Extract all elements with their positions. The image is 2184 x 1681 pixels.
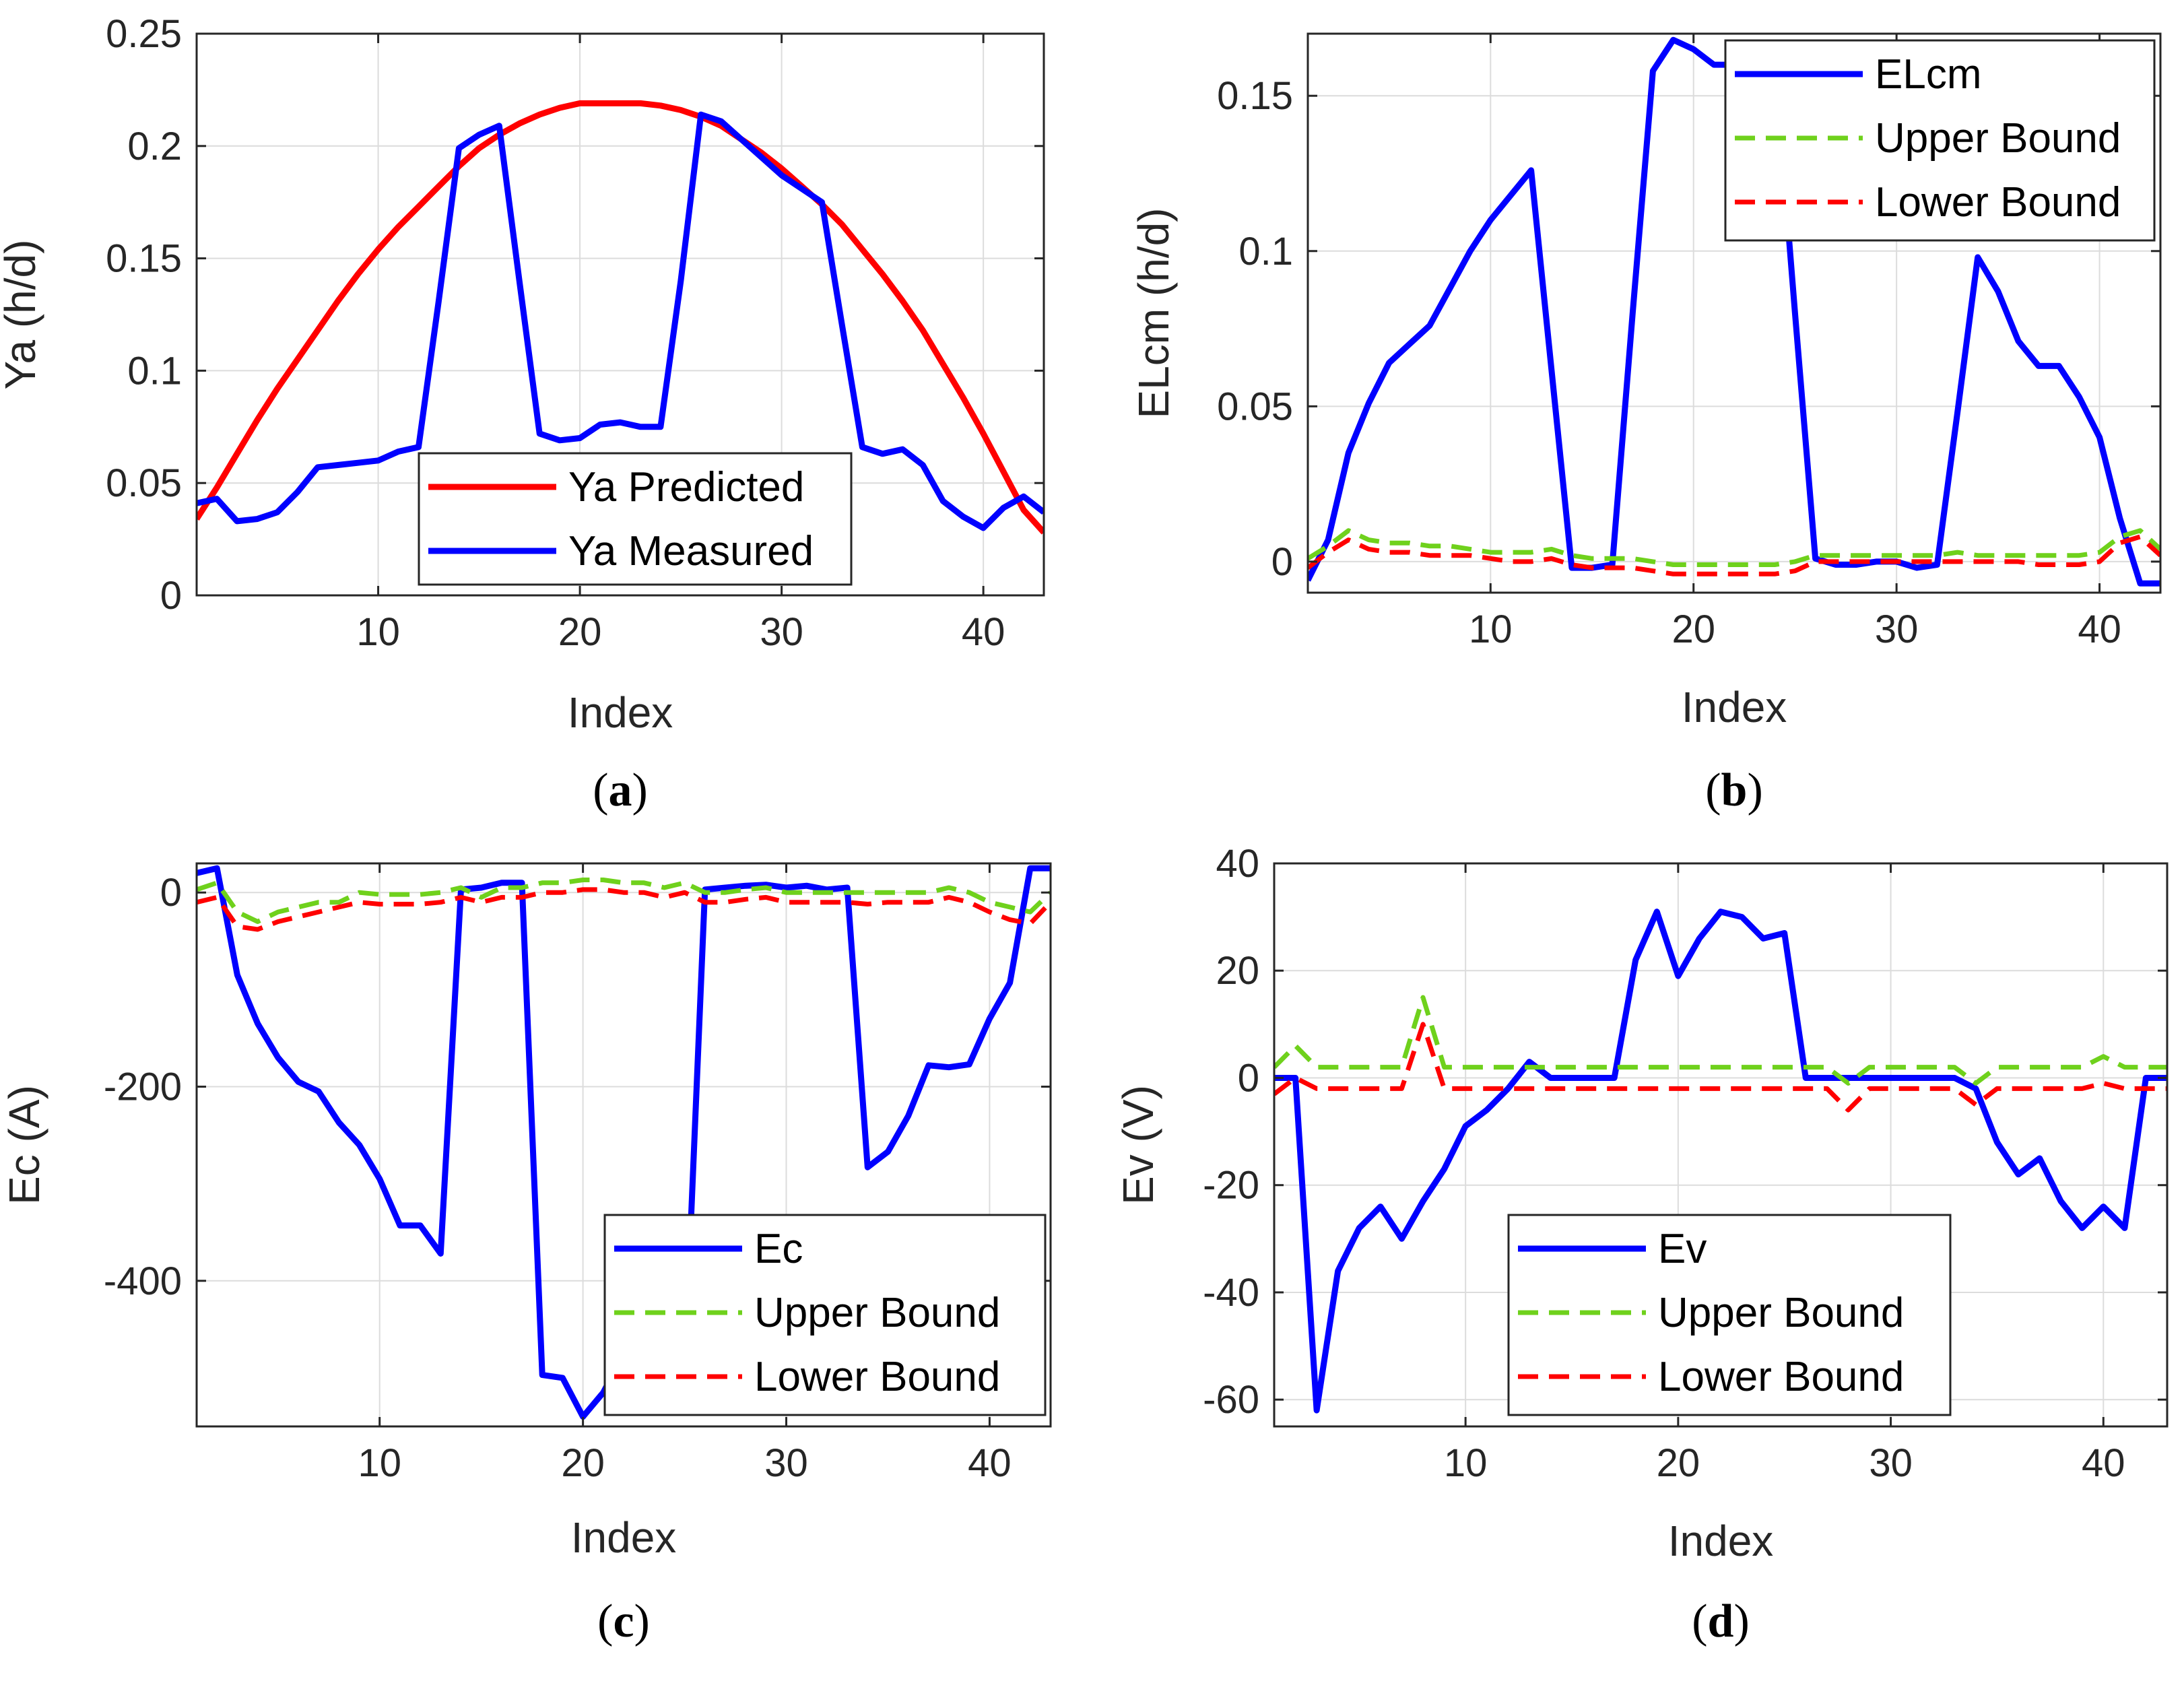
y-tick-label: 0.05 <box>106 461 182 505</box>
series-line-upper-bound <box>197 878 1051 924</box>
x-tick-label: 40 <box>2082 1441 2125 1485</box>
series-line-lower-bound <box>1308 534 2160 576</box>
y-tick-label: -200 <box>104 1065 182 1109</box>
axes-frame <box>1273 862 2169 1428</box>
y-tick-label: 0.15 <box>106 237 182 281</box>
y-tick-label: -40 <box>1203 1271 1259 1315</box>
panel-caption: (d) <box>1692 1595 1750 1647</box>
legend-label-ec: Ec <box>754 1226 803 1272</box>
x-tick-label: 30 <box>764 1441 808 1485</box>
x-tick-label: 10 <box>1469 607 1513 651</box>
x-tick-label: 30 <box>1875 607 1919 651</box>
x-tick-label: 20 <box>561 1441 605 1485</box>
legend: Ya Predicted Ya Measured <box>418 452 853 586</box>
y-tick-label: -400 <box>104 1259 182 1303</box>
legend-label-lower-bound: Lower Bound <box>1875 179 2121 226</box>
axes-frame <box>1306 32 2162 594</box>
legend-label-ya-predicted: Ya Predicted <box>568 464 804 510</box>
chart-panel-d: 10 20 30 40 -60 -40 -20 0 20 40 Index Ev (V) Ev Upper… <box>1114 842 2169 1647</box>
y-tick-label: 0 <box>160 871 182 915</box>
y-tick-label: -60 <box>1203 1378 1259 1422</box>
x-axis-label: Index <box>1668 1517 1774 1565</box>
y-tick-label: 0.15 <box>1217 74 1293 118</box>
legend-label-lower-bound: Lower Bound <box>754 1354 1000 1400</box>
series-group <box>1274 909 2167 1414</box>
y-axis-label: ELcm (h/d) <box>1129 208 1178 419</box>
x-tick-label: 40 <box>2078 607 2121 651</box>
legend: Ev Upper Bound Lower Bound <box>1507 1214 1952 1416</box>
x-tick-label: 10 <box>358 1441 401 1485</box>
series-line-ya-predicted <box>197 100 1044 535</box>
panel-caption: (a) <box>593 764 648 816</box>
series-line-lower-bound <box>1274 1022 2167 1113</box>
y-tick-label: 0 <box>160 574 182 618</box>
legend-label-ya-measured: Ya Measured <box>568 528 814 574</box>
x-tick-label: 10 <box>356 610 400 654</box>
axes-frame <box>195 32 1045 597</box>
legend-box <box>418 452 853 586</box>
y-tick-label: 20 <box>1216 949 1259 993</box>
chart-panel-b: 10 20 30 40 0 0.05 0.1 0.15 Index ELcm (h/d) ELcm U… <box>1129 32 2162 816</box>
panel-caption: (c) <box>597 1595 650 1647</box>
legend-label-elcm: ELcm <box>1875 51 1981 98</box>
y-tick-label: 0 <box>1238 1056 1259 1100</box>
legend: ELcm Upper Bound Lower Bound <box>1724 39 2156 242</box>
series-line-upper-bound <box>1308 528 2160 567</box>
panel-caption: (b) <box>1705 764 1763 816</box>
x-tick-label: 30 <box>1869 1441 1913 1485</box>
y-tick-label: 40 <box>1216 842 1259 886</box>
x-tick-label: 40 <box>968 1441 1012 1485</box>
y-axis-label: Ec (A) <box>0 1085 48 1205</box>
y-tick-label: 0.1 <box>1238 230 1293 273</box>
y-tick-label: -20 <box>1203 1164 1259 1208</box>
chart-panel-c: 10 20 30 40 -400 -200 0 Index Ec (A) Ec Upper Boun… <box>0 862 1052 1647</box>
y-tick-label: 0 <box>1271 540 1293 584</box>
axes-frame <box>195 862 1052 1428</box>
y-axis-label: Ev (V) <box>1114 1085 1162 1205</box>
legend: Ec Upper Bound Lower Bound <box>603 1214 1047 1416</box>
x-tick-label: 10 <box>1444 1441 1488 1485</box>
x-axis-label: Index <box>568 688 673 737</box>
legend-label-upper-bound: Upper Bound <box>1875 115 2121 162</box>
x-axis-label: Index <box>1682 683 1787 731</box>
series-line-upper-bound <box>1274 995 2167 1086</box>
y-axis-label: Ya (h/d) <box>0 240 44 390</box>
y-tick-label: 0.05 <box>1217 385 1293 428</box>
series-group <box>197 100 1044 535</box>
y-tick-label: 0.1 <box>127 349 182 393</box>
x-tick-label: 40 <box>962 610 1005 654</box>
series-line-ya-measured <box>197 111 1044 531</box>
legend-label-upper-bound: Upper Bound <box>754 1290 1000 1336</box>
legend-label-upper-bound: Upper Bound <box>1658 1290 1904 1336</box>
legend-label-lower-bound: Lower Bound <box>1658 1354 1904 1400</box>
legend-label-ev: Ev <box>1658 1226 1707 1272</box>
series-line-lower-bound <box>197 887 1051 932</box>
y-tick-label: 0.2 <box>127 125 182 168</box>
x-tick-label: 30 <box>760 610 803 654</box>
x-axis-label: Index <box>571 1513 677 1562</box>
x-tick-label: 20 <box>1657 1441 1700 1485</box>
chart-panel-a: 10 20 30 40 0 0.05 0.1 0.15 0.2 0.25 Index Ya (h/d)… <box>0 12 1045 816</box>
x-tick-label: 20 <box>558 610 602 654</box>
x-tick-label: 20 <box>1672 607 1715 651</box>
series-line-ev <box>1274 909 2167 1414</box>
y-tick-label: 0.25 <box>106 12 182 56</box>
